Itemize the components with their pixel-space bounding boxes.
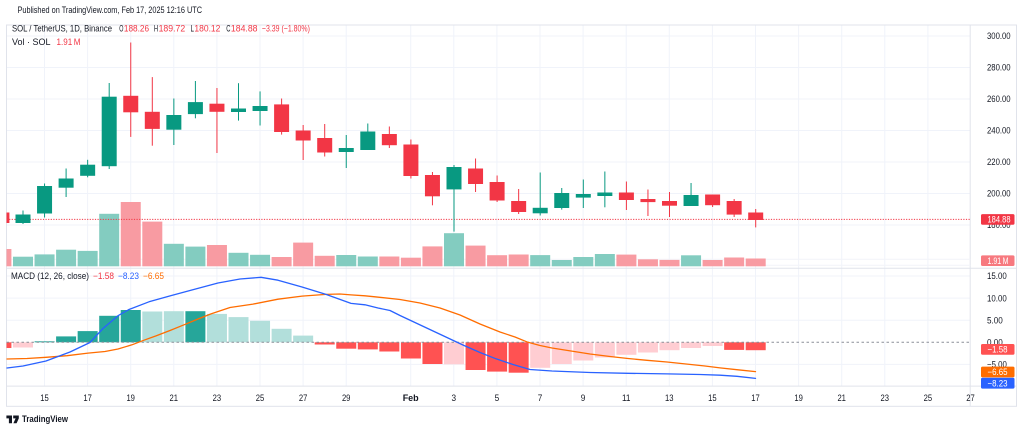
svg-text:−6.65: −6.65 [143, 271, 164, 281]
svg-text:19: 19 [126, 393, 135, 403]
svg-text:5: 5 [495, 393, 500, 403]
svg-text:L: L [191, 24, 195, 34]
svg-text:−8.23: −8.23 [988, 378, 1008, 388]
svg-text:3: 3 [452, 393, 457, 403]
svg-text:19: 19 [794, 393, 803, 403]
svg-text:180.00: 180.00 [987, 220, 1011, 230]
svg-text:−1.58: −1.58 [93, 271, 114, 281]
svg-text:15: 15 [40, 393, 49, 403]
svg-text:29: 29 [342, 393, 351, 403]
svg-text:−6.65: −6.65 [988, 367, 1008, 377]
svg-text:15.00: 15.00 [987, 271, 1007, 281]
svg-text:21: 21 [170, 393, 179, 403]
svg-text:9: 9 [581, 393, 586, 403]
svg-text:Feb: Feb [403, 393, 419, 403]
svg-text:25: 25 [256, 393, 265, 403]
svg-text:11: 11 [622, 393, 631, 403]
svg-text:MACD (12, 26, close): MACD (12, 26, close) [11, 271, 89, 281]
svg-text:15: 15 [708, 393, 717, 403]
svg-text:180.12: 180.12 [194, 24, 220, 34]
svg-text:188.26: 188.26 [124, 24, 149, 34]
svg-text:184.88: 184.88 [231, 24, 258, 34]
svg-text:0.00: 0.00 [987, 338, 1003, 348]
svg-text:260.00: 260.00 [987, 94, 1011, 104]
svg-text:Published on TradingView.com,: Published on TradingView.com, Feb 17, 20… [18, 5, 203, 16]
svg-text:1.91 M: 1.91 M [57, 37, 81, 47]
svg-text:27: 27 [966, 393, 975, 403]
svg-text:5.00: 5.00 [987, 315, 1003, 325]
svg-text:220.00: 220.00 [987, 157, 1011, 167]
svg-text:O: O [119, 24, 123, 34]
svg-text:184.88: 184.88 [988, 215, 1011, 225]
svg-text:240.00: 240.00 [987, 126, 1011, 136]
svg-text:−1.58: −1.58 [988, 345, 1008, 355]
svg-text:17: 17 [83, 393, 92, 403]
svg-text:23: 23 [213, 393, 222, 403]
svg-text:−3.39 (−1.80%): −3.39 (−1.80%) [262, 24, 310, 34]
svg-text:TradingView: TradingView [22, 414, 68, 425]
svg-text:300.00: 300.00 [987, 31, 1011, 41]
svg-text:23: 23 [881, 393, 890, 403]
svg-text:17: 17 [751, 393, 760, 403]
svg-text:H: H [154, 24, 158, 34]
svg-text:C: C [226, 24, 231, 34]
svg-text:1.91 M: 1.91 M [988, 256, 1009, 266]
svg-text:Vol · SOL: Vol · SOL [12, 37, 51, 47]
svg-text:SOL / TetherUS, 1D, Binance: SOL / TetherUS, 1D, Binance [12, 24, 112, 34]
svg-text:280.00: 280.00 [987, 63, 1011, 73]
svg-text:−8.23: −8.23 [118, 271, 139, 281]
svg-text:10.00: 10.00 [987, 293, 1007, 303]
svg-text:7: 7 [538, 393, 543, 403]
svg-text:200.00: 200.00 [987, 189, 1011, 199]
svg-text:25: 25 [924, 393, 933, 403]
svg-text:21: 21 [837, 393, 846, 403]
svg-text:13: 13 [665, 393, 674, 403]
svg-text:27: 27 [299, 393, 308, 403]
svg-text:−5.00: −5.00 [987, 360, 1007, 370]
svg-text:189.72: 189.72 [159, 24, 186, 34]
